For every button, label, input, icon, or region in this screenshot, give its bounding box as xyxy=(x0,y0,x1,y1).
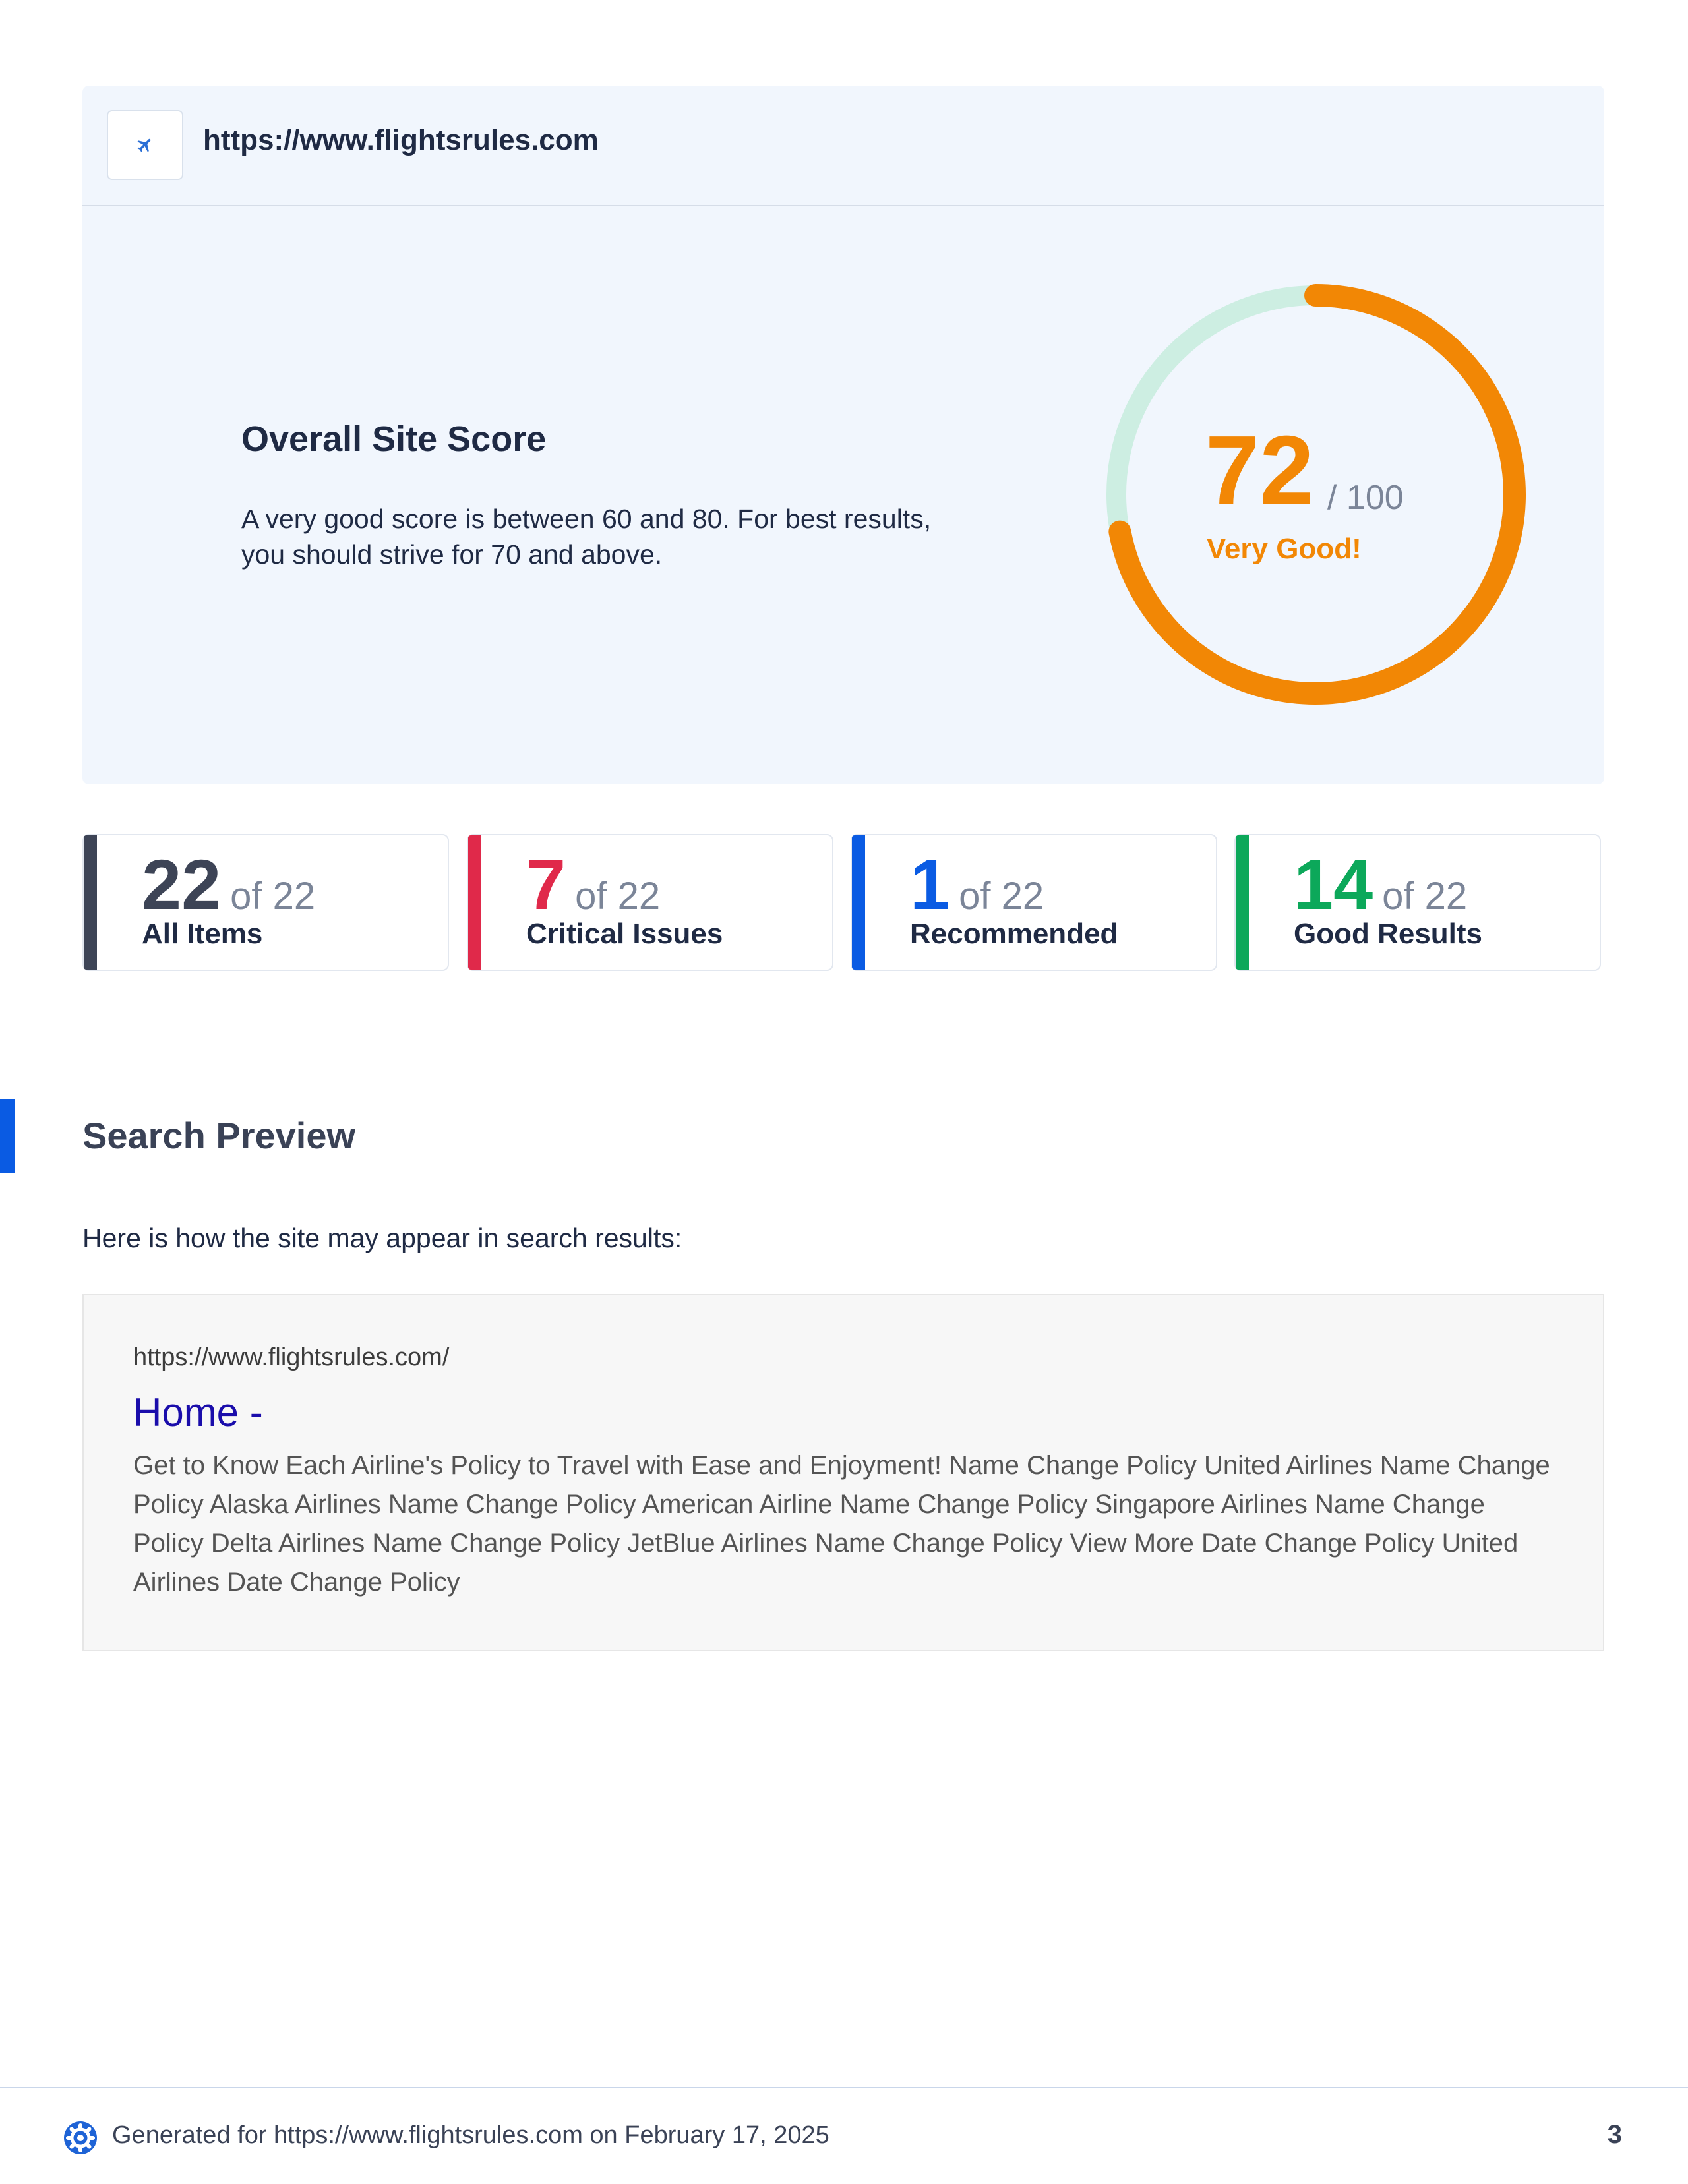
section-intro: Here is how the site may appear in searc… xyxy=(82,1223,682,1253)
search-result-title[interactable]: Home - xyxy=(133,1390,263,1434)
stat-value: 14 of 22 xyxy=(1294,847,1467,922)
gauge-progress-arc xyxy=(1108,284,1526,705)
search-result-snippet: Get to Know Each Airline's Policy to Tra… xyxy=(133,1451,1550,1597)
site-header: https://www.flightsrules.com xyxy=(82,86,1604,206)
airplane-icon xyxy=(137,138,151,152)
stat-label: Critical Issues xyxy=(526,918,723,950)
section-marker xyxy=(0,1099,15,1173)
page-number: 3 xyxy=(1607,2120,1622,2149)
stat-accent-bar xyxy=(1236,835,1249,970)
score-gauge xyxy=(1106,284,1526,705)
stat-count: 22 xyxy=(142,844,222,924)
stat-card-recommended: 1 of 22 Recommended xyxy=(851,834,1217,971)
stat-label: Recommended xyxy=(910,918,1118,950)
stat-count: 7 xyxy=(526,844,566,924)
stat-total: of 22 xyxy=(230,875,316,918)
stat-value: 7 of 22 xyxy=(526,847,660,922)
stat-accent-bar xyxy=(852,835,865,970)
score-max: / 100 xyxy=(1327,479,1404,517)
score-description: A very good score is between 60 and 80. … xyxy=(241,504,932,570)
site-favicon xyxy=(107,110,183,180)
score-title: Overall Site Score xyxy=(241,419,547,459)
site-url: https://www.flightsrules.com xyxy=(203,124,599,156)
stat-total: of 22 xyxy=(959,875,1044,918)
stat-value: 22 of 22 xyxy=(142,847,315,922)
stat-count: 1 xyxy=(910,844,950,924)
stat-card-critical-issues: 7 of 22 Critical Issues xyxy=(467,834,833,971)
stat-card-all-items: 22 of 22 All Items xyxy=(82,834,449,971)
page-footer: Generated for https://www.flightsrules.c… xyxy=(0,2087,1688,2184)
stat-label: Good Results xyxy=(1294,918,1483,950)
site-score-panel: https://www.flightsrules.com Overall Sit… xyxy=(82,86,1604,784)
stat-total: of 22 xyxy=(575,875,661,918)
stat-label: All Items xyxy=(142,918,263,950)
stat-count: 14 xyxy=(1294,844,1373,924)
stat-card-good-results: 14 of 22 Good Results xyxy=(1234,834,1601,971)
score-value: 72 xyxy=(1205,416,1314,525)
stat-accent-bar xyxy=(468,835,481,970)
gear-logo-icon xyxy=(64,2121,97,2154)
score-rating-label: Very Good! xyxy=(1207,533,1362,565)
footer-generated-text: Generated for https://www.flightsrules.c… xyxy=(112,2121,829,2149)
search-result-preview: https://www.flightsrules.com/ Home - Get… xyxy=(82,1294,1604,1651)
stat-accent-bar xyxy=(84,835,97,970)
stat-value: 1 of 22 xyxy=(910,847,1044,922)
section-title: Search Preview xyxy=(82,1115,356,1156)
search-result-url: https://www.flightsrules.com/ xyxy=(133,1343,450,1371)
stat-total: of 22 xyxy=(1382,875,1468,918)
